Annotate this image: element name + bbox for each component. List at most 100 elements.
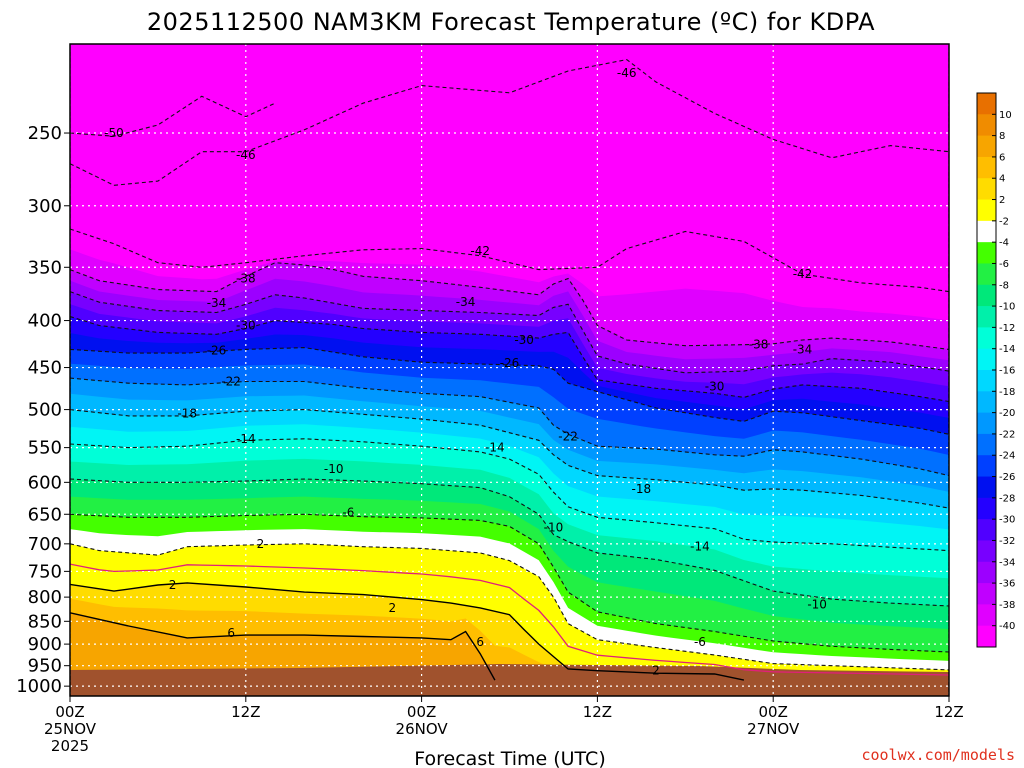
isotherm--2 [70, 543, 949, 671]
isotherm--6 [70, 513, 949, 653]
isotherm-label: -22 [221, 374, 241, 388]
y-axis: 2503003504004505005506006507007508008509… [16, 123, 70, 697]
colorbar-swatch [977, 433, 996, 456]
isotherm-label: -14 [236, 432, 256, 446]
colorbar-label: -36 [999, 579, 1015, 590]
plot-area: -46-50-46-42-42-38-34 -34-30-30 -38 -34-26-… [69, 43, 950, 697]
colorbar-label: -32 [999, 536, 1015, 547]
y-tick-label: 750 [28, 561, 62, 582]
y-tick-label: 800 [28, 587, 62, 608]
colorbar-swatch [977, 242, 996, 264]
isotherm-label: 2 [169, 578, 177, 592]
isotherm--46 [70, 59, 949, 186]
isotherm-label: -38 [236, 272, 256, 286]
isotherm-label: -34 [456, 295, 476, 309]
colorbar-swatch [977, 199, 996, 222]
isotherm-label: -34 [793, 342, 813, 356]
colorbar-label: -16 [999, 366, 1015, 377]
isotherm-label: -10 [807, 598, 827, 612]
isotherm--10 [70, 478, 949, 607]
x-tick-label: 12Z [231, 703, 260, 721]
colorbar-label: -4 [999, 238, 1009, 249]
colorbar-swatch [977, 391, 996, 414]
isotherm-label: -14 [485, 441, 505, 455]
isotherm-label: -42 [793, 267, 813, 281]
isotherm-label: -30 [236, 319, 256, 333]
isotherm-label: 2 [257, 537, 265, 551]
colorbar-swatch [977, 476, 996, 499]
colorbar-label: 6 [999, 152, 1005, 163]
y-tick-label: 450 [28, 358, 62, 379]
isotherm--26 [70, 347, 949, 435]
x-tick-label: 27NOV [747, 720, 800, 738]
isotherm--22 [70, 377, 949, 477]
x-tick-label: 00Z [407, 703, 436, 721]
freezing-line [70, 563, 949, 676]
colorbar-label: -6 [999, 259, 1009, 270]
isotherm-label: -30 [514, 333, 534, 347]
isotherm-label: -46 [236, 148, 256, 162]
colorbar-swatch [977, 455, 996, 478]
colorbar-swatch [977, 604, 996, 627]
isotherm-label: -14 [690, 540, 710, 554]
colorbar-swatch [977, 497, 996, 520]
y-tick-label: 900 [28, 634, 62, 655]
colorbar-label: -20 [999, 408, 1015, 419]
colorbar-label: -24 [999, 451, 1015, 462]
isotherm-label: -26 [500, 356, 520, 370]
y-tick-label: 950 [28, 656, 62, 677]
isotherm-label: 2 [388, 601, 396, 615]
colorbar-label: -12 [999, 323, 1015, 334]
colorbar-swatch [977, 370, 996, 392]
colorbar: 10 8 6 4 2 -2 -4 -6 -8 -10 -12 -14 -16 -18 -20 -22 -24 -2… [976, 92, 1015, 648]
x-tick-label: 2025 [51, 737, 89, 755]
y-tick-label: 350 [28, 257, 62, 278]
colorbar-swatch [977, 625, 996, 648]
colorbar-swatch [977, 220, 996, 243]
y-tick-label: 850 [28, 611, 62, 632]
colorbar-swatch [977, 519, 996, 541]
isotherm-label: -46 [617, 66, 637, 80]
y-tick-label: 300 [28, 196, 62, 217]
isotherm-label: -6 [694, 635, 706, 649]
colorbar-label: -30 [999, 515, 1015, 526]
x-axis-label: Forecast Time (UTC) [414, 748, 605, 768]
colorbar-swatch [977, 348, 996, 371]
colorbar-swatch [977, 114, 996, 137]
isotherm-label: 6 [227, 626, 235, 640]
isotherm-label: -22 [558, 430, 578, 444]
colorbar-label: -14 [999, 344, 1015, 355]
y-tick-label: 700 [28, 534, 62, 555]
colorbar-label: -22 [999, 429, 1015, 440]
isotherm-6 [70, 612, 496, 681]
isotherm-label: -10 [324, 462, 344, 476]
y-tick-label: 650 [28, 504, 62, 525]
colorbar-swatch [977, 284, 996, 307]
colorbar-swatch [977, 306, 996, 328]
x-tick-label: 26NOV [396, 720, 449, 738]
isotherm--14 [70, 438, 949, 552]
grid [70, 44, 949, 696]
isotherm-label: -42 [470, 244, 490, 258]
y-tick-label: 250 [28, 123, 62, 144]
colorbar-label: -28 [999, 493, 1015, 504]
y-tick-label: 600 [28, 472, 62, 493]
isotherm-label: -18 [632, 482, 652, 496]
colorbar-swatch [977, 583, 996, 605]
ground-surface [70, 664, 949, 696]
y-tick-label: 500 [28, 400, 62, 421]
isotherm-label: -26 [207, 343, 227, 357]
y-tick-label: 400 [28, 311, 62, 332]
isotherm-label: 6 [476, 635, 484, 649]
x-tick-label: 25NOV [44, 720, 97, 738]
y-tick-label: 1000 [16, 676, 62, 697]
colorbar-label: -2 [999, 216, 1009, 227]
isotherms [70, 59, 949, 681]
x-tick-label: 12Z [583, 703, 612, 721]
isotherm-label: -10 [544, 521, 564, 535]
colorbar-label: 10 [999, 110, 1012, 121]
colorbar-swatch [977, 93, 996, 115]
colorbar-label: -18 [999, 387, 1015, 398]
isotherm--42 [70, 228, 949, 293]
